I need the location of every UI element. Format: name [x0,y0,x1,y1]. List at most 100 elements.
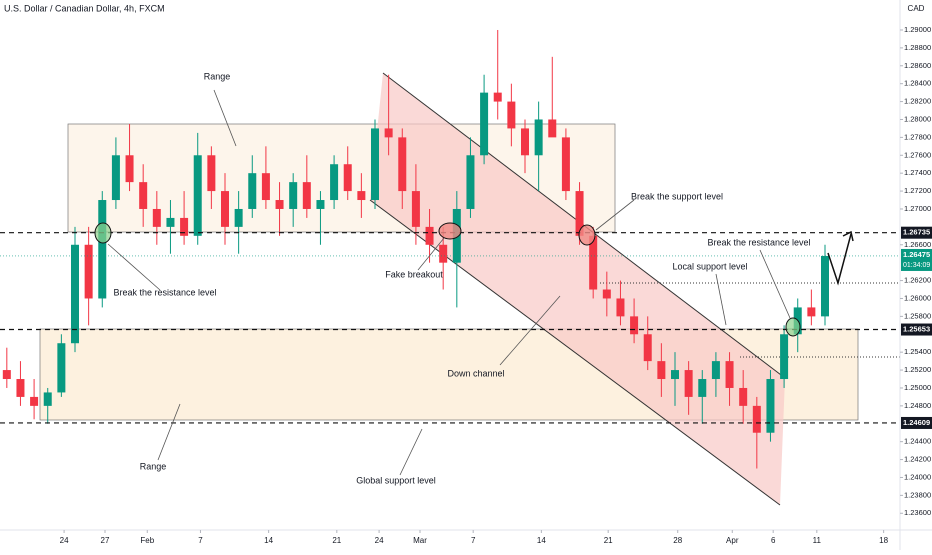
y-tick-label: 1.28800 [904,43,931,52]
y-tick-label: 1.27400 [904,168,931,177]
candle-body [371,128,379,201]
candle-body [275,200,284,209]
candle-body [221,191,229,227]
x-tick-label: 27 [101,536,110,545]
y-tick-label: 1.24000 [904,472,931,481]
candle-body [98,200,107,299]
candle-body [302,182,311,209]
axis: 1.23600 1.23800 1.24000 1.24200 1.24400 1.248… [60,25,932,545]
candle-body [739,387,748,406]
candle-body [411,191,420,227]
candle-body [111,155,120,201]
candle-body [234,208,243,227]
y-tick-label: 1.27200 [904,186,931,195]
level-label: 1.24609 [903,418,930,427]
y-tick-label: 1.27800 [904,132,931,141]
candle-body [548,119,557,138]
candle-body [684,370,693,397]
marker [438,222,462,240]
candle-body [480,92,489,156]
level-tag [901,416,932,429]
projection [827,233,852,286]
candle-body [725,361,734,388]
countdown: 01:34:09 [903,262,930,269]
annotation: Local support level [672,261,747,271]
candle-body [493,92,502,102]
candle-body [616,298,625,317]
x-tick-label: 11 [813,536,822,545]
candle-body [330,164,339,201]
marker [578,224,596,246]
candle-body [561,137,570,192]
marker [785,317,801,337]
candle-body [711,361,720,380]
x-tick-label: Mar [413,536,427,545]
candle-body [466,155,475,209]
candle-body [16,379,25,397]
candle-body [643,334,652,362]
candle-body [507,101,516,129]
candle-body [207,155,216,192]
level-label: 1.25653 [903,325,930,334]
x-tick-label: 7 [198,536,203,545]
candle-body [139,182,148,209]
candle-body [166,217,175,227]
candle-body [152,208,161,227]
y-tick-label: 1.24200 [904,455,931,464]
candle-body [657,361,666,380]
last-price-tag [901,248,932,271]
candle-body [752,405,761,433]
x-tick-label: Apr [726,536,739,545]
candle-body [534,119,543,156]
x-tick-label: 24 [375,536,384,545]
candle-body [261,173,270,201]
candle-body [384,128,393,138]
y-tick-label: 1.28000 [904,114,931,123]
y-tick-label: 1.27600 [904,150,931,159]
y-tick-label: 1.29000 [904,25,931,34]
x-tick-label: 21 [332,536,341,545]
marker [94,222,112,244]
candle-body [357,191,366,201]
candle-body [71,244,79,344]
x-tick-label: 21 [604,536,613,545]
candle-body [425,226,434,245]
annotation: Range [204,71,231,81]
candle-body [602,289,611,299]
y-tick-label: 1.28600 [904,61,931,70]
candle-body [316,200,325,209]
x-tick-label: 7 [471,536,476,545]
annotation: Down channel [447,368,504,378]
last-price-label: 1.26475 [903,250,930,259]
candle-body [180,217,189,236]
candle-body [2,370,11,380]
candle-body [698,379,707,397]
y-tick-label: 1.23600 [904,508,931,517]
chart-title: U.S. Dollar / Canadian Dollar, 4h, FXCM [4,3,165,13]
annotation: Break the support level [631,191,723,201]
y-tick-label: 1.28400 [904,79,931,88]
y-tick-label: 1.25800 [904,311,931,320]
x-tick-label: 28 [673,536,682,545]
candle-body [289,182,298,209]
x-tick-label: 14 [537,536,546,545]
annotation: Break the resistance level [113,287,216,297]
candle-body [43,392,52,406]
candle-body [521,128,529,156]
annotation: Fake breakout [385,269,443,279]
y-tick-label: 1.26000 [904,293,931,302]
candle-body [575,191,584,236]
candle-body [671,370,679,380]
y-tick-label: 1.24800 [904,401,931,410]
x-tick-label: 6 [771,536,776,545]
candle-body [193,155,202,236]
candle-body [84,244,93,299]
y-tick-label: 1.26200 [904,276,931,285]
channel-line [369,199,781,506]
level-label: 1.26735 [903,228,930,237]
x-tick-label: Feb [140,536,154,545]
candle-body [248,173,257,209]
currency: CAD [908,4,925,13]
arrows [107,89,791,476]
